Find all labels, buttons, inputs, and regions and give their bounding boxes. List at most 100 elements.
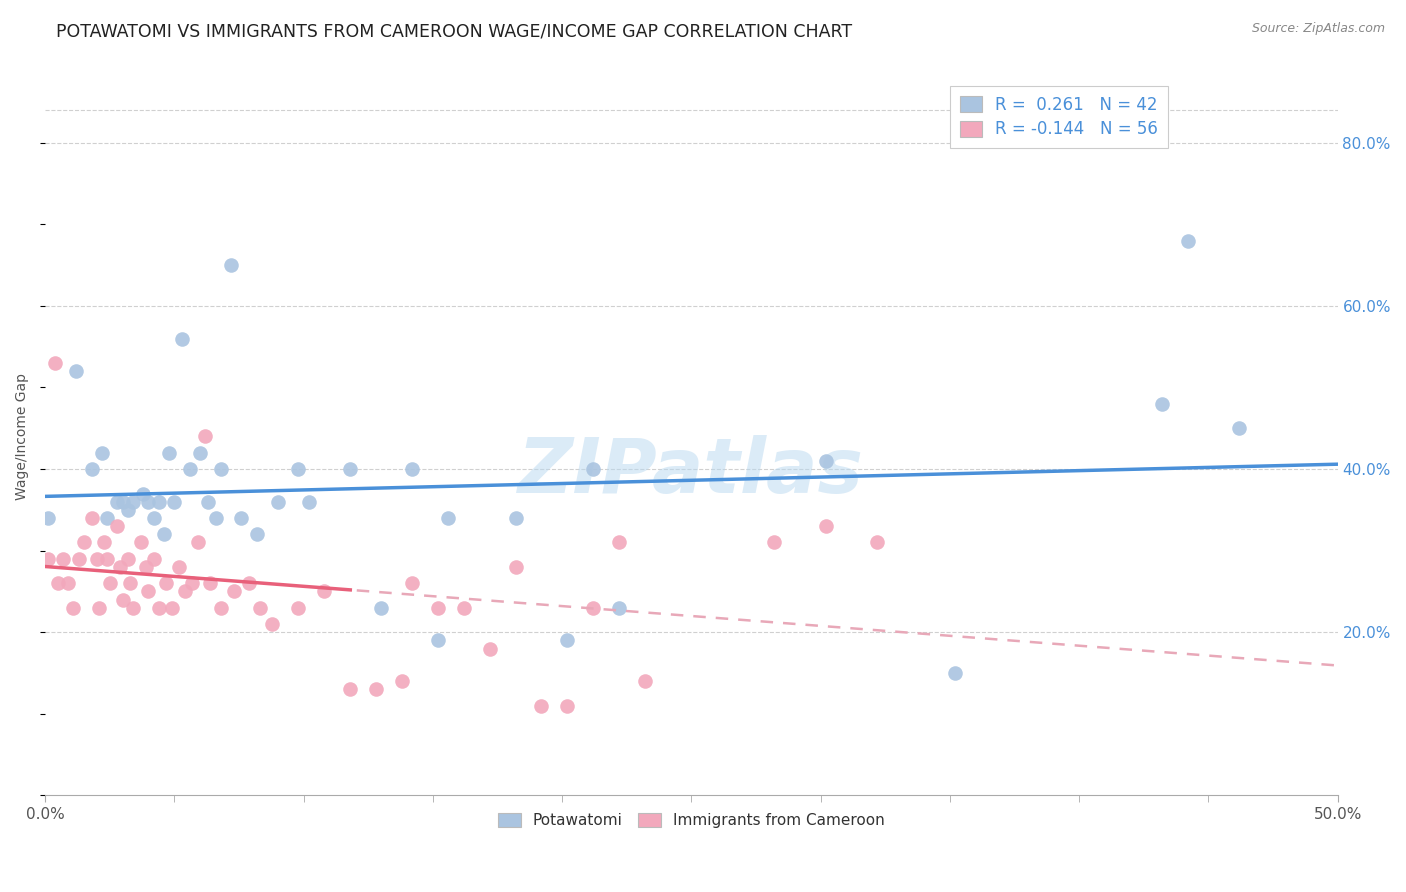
Point bbox=[135, 560, 157, 574]
Point bbox=[188, 446, 211, 460]
Point bbox=[298, 494, 321, 508]
Point bbox=[607, 600, 630, 615]
Point bbox=[44, 356, 66, 370]
Point bbox=[209, 600, 232, 615]
Point bbox=[204, 511, 226, 525]
Point bbox=[105, 519, 128, 533]
Point bbox=[287, 600, 309, 615]
Legend: Potawatomi, Immigrants from Cameroon: Potawatomi, Immigrants from Cameroon bbox=[492, 806, 891, 834]
Point bbox=[555, 633, 578, 648]
Point bbox=[179, 462, 201, 476]
Point bbox=[90, 446, 112, 460]
Point bbox=[170, 332, 193, 346]
Point bbox=[453, 600, 475, 615]
Point bbox=[1177, 234, 1199, 248]
Point bbox=[505, 560, 527, 574]
Point bbox=[132, 486, 155, 500]
Point bbox=[437, 511, 460, 525]
Point bbox=[65, 364, 87, 378]
Point bbox=[181, 576, 204, 591]
Point bbox=[73, 535, 96, 549]
Point bbox=[138, 584, 160, 599]
Point bbox=[582, 462, 605, 476]
Point bbox=[814, 454, 837, 468]
Point bbox=[155, 576, 177, 591]
Point bbox=[93, 535, 115, 549]
Point bbox=[120, 576, 142, 591]
Point bbox=[96, 551, 118, 566]
Point bbox=[530, 698, 553, 713]
Point bbox=[370, 600, 392, 615]
Y-axis label: Wage/Income Gap: Wage/Income Gap bbox=[15, 373, 30, 500]
Point bbox=[231, 511, 253, 525]
Point bbox=[80, 511, 103, 525]
Point bbox=[96, 511, 118, 525]
Point bbox=[163, 494, 186, 508]
Point bbox=[238, 576, 260, 591]
Point bbox=[194, 429, 217, 443]
Point bbox=[866, 535, 889, 549]
Point bbox=[117, 503, 139, 517]
Point bbox=[426, 600, 449, 615]
Point bbox=[117, 551, 139, 566]
Point bbox=[37, 511, 59, 525]
Point bbox=[186, 535, 208, 549]
Text: POTAWATOMI VS IMMIGRANTS FROM CAMEROON WAGE/INCOME GAP CORRELATION CHART: POTAWATOMI VS IMMIGRANTS FROM CAMEROON W… bbox=[56, 22, 852, 40]
Point bbox=[401, 576, 423, 591]
Point bbox=[314, 584, 336, 599]
Point bbox=[173, 584, 195, 599]
Point bbox=[478, 641, 501, 656]
Point bbox=[148, 494, 170, 508]
Point bbox=[582, 600, 605, 615]
Point bbox=[634, 674, 657, 689]
Point bbox=[62, 600, 84, 615]
Point bbox=[52, 551, 75, 566]
Point bbox=[111, 494, 134, 508]
Point bbox=[505, 511, 527, 525]
Point bbox=[111, 592, 134, 607]
Point bbox=[153, 527, 176, 541]
Point bbox=[814, 519, 837, 533]
Point bbox=[249, 600, 271, 615]
Point bbox=[209, 462, 232, 476]
Point bbox=[426, 633, 449, 648]
Point bbox=[219, 258, 242, 272]
Point bbox=[108, 560, 131, 574]
Point bbox=[763, 535, 786, 549]
Point bbox=[122, 494, 145, 508]
Point bbox=[98, 576, 121, 591]
Point bbox=[1229, 421, 1251, 435]
Point bbox=[129, 535, 152, 549]
Point bbox=[122, 600, 145, 615]
Point bbox=[169, 560, 191, 574]
Point bbox=[89, 600, 111, 615]
Point bbox=[262, 617, 284, 632]
Text: Source: ZipAtlas.com: Source: ZipAtlas.com bbox=[1251, 22, 1385, 36]
Point bbox=[943, 666, 966, 681]
Point bbox=[364, 682, 387, 697]
Point bbox=[287, 462, 309, 476]
Point bbox=[1150, 397, 1173, 411]
Text: ZIPatlas: ZIPatlas bbox=[519, 435, 865, 509]
Point bbox=[157, 446, 180, 460]
Point bbox=[401, 462, 423, 476]
Point bbox=[197, 494, 219, 508]
Point bbox=[138, 494, 160, 508]
Point bbox=[58, 576, 80, 591]
Point bbox=[222, 584, 245, 599]
Point bbox=[555, 698, 578, 713]
Point bbox=[339, 462, 361, 476]
Point bbox=[142, 551, 165, 566]
Point bbox=[607, 535, 630, 549]
Point bbox=[246, 527, 269, 541]
Point bbox=[46, 576, 69, 591]
Point bbox=[142, 511, 165, 525]
Point bbox=[67, 551, 90, 566]
Point bbox=[37, 551, 59, 566]
Point bbox=[391, 674, 413, 689]
Point bbox=[80, 462, 103, 476]
Point bbox=[86, 551, 108, 566]
Point bbox=[200, 576, 222, 591]
Point bbox=[266, 494, 288, 508]
Point bbox=[105, 494, 128, 508]
